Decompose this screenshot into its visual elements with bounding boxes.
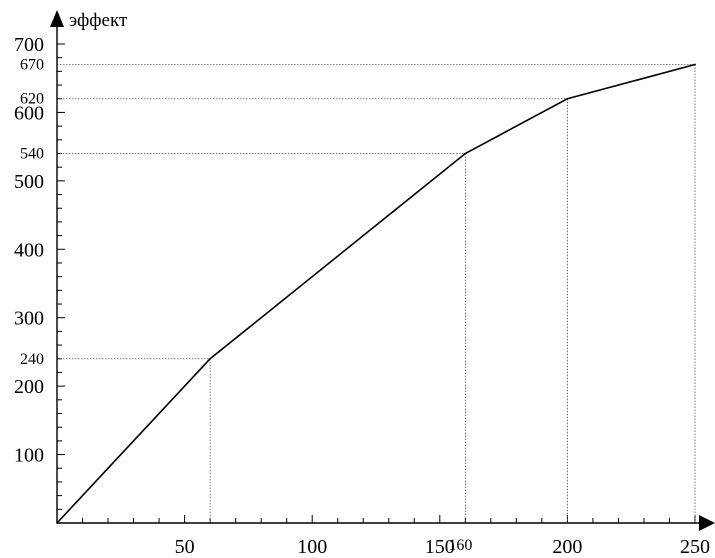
data-point	[464, 152, 467, 155]
series	[56, 63, 696, 524]
y-tick-label-extra: 620	[20, 91, 44, 108]
data-point	[56, 522, 58, 524]
y-tick-label: 600	[14, 102, 44, 124]
y-axis-arrow-icon	[50, 10, 64, 27]
tick-labels: 50 100 150 200 250 160 100 200 300 400 500 600 700 24…	[14, 34, 710, 558]
minor-ticks	[57, 43, 696, 523]
guide-lines	[57, 64, 696, 523]
y-tick-label-extra: 540	[20, 145, 44, 162]
x-tick-label: 200	[552, 536, 582, 558]
y-tick-label: 700	[14, 34, 44, 56]
data-point	[209, 357, 212, 360]
x-tick-label-extra: 160	[448, 537, 472, 554]
x-tick-label: 100	[297, 536, 327, 558]
axes: эффект	[50, 10, 715, 531]
y-tick-label: 500	[14, 171, 44, 193]
y-tick-label-extra: 240	[20, 351, 44, 368]
y-tick-label: 100	[14, 445, 44, 467]
x-axis-arrow-icon	[699, 515, 715, 531]
y-tick-label: 400	[14, 239, 44, 261]
x-tick-label: 150	[425, 536, 455, 558]
x-tick-label: 50	[175, 536, 195, 558]
x-tick-label: 250	[680, 536, 710, 558]
series-line	[56, 63, 696, 524]
y-axis-label: эффект	[69, 10, 128, 31]
y-tick-label: 300	[14, 308, 44, 330]
data-point	[694, 63, 696, 66]
data-point	[566, 97, 569, 100]
y-tick-label: 200	[14, 376, 44, 398]
y-tick-label-extra: 670	[20, 57, 44, 74]
